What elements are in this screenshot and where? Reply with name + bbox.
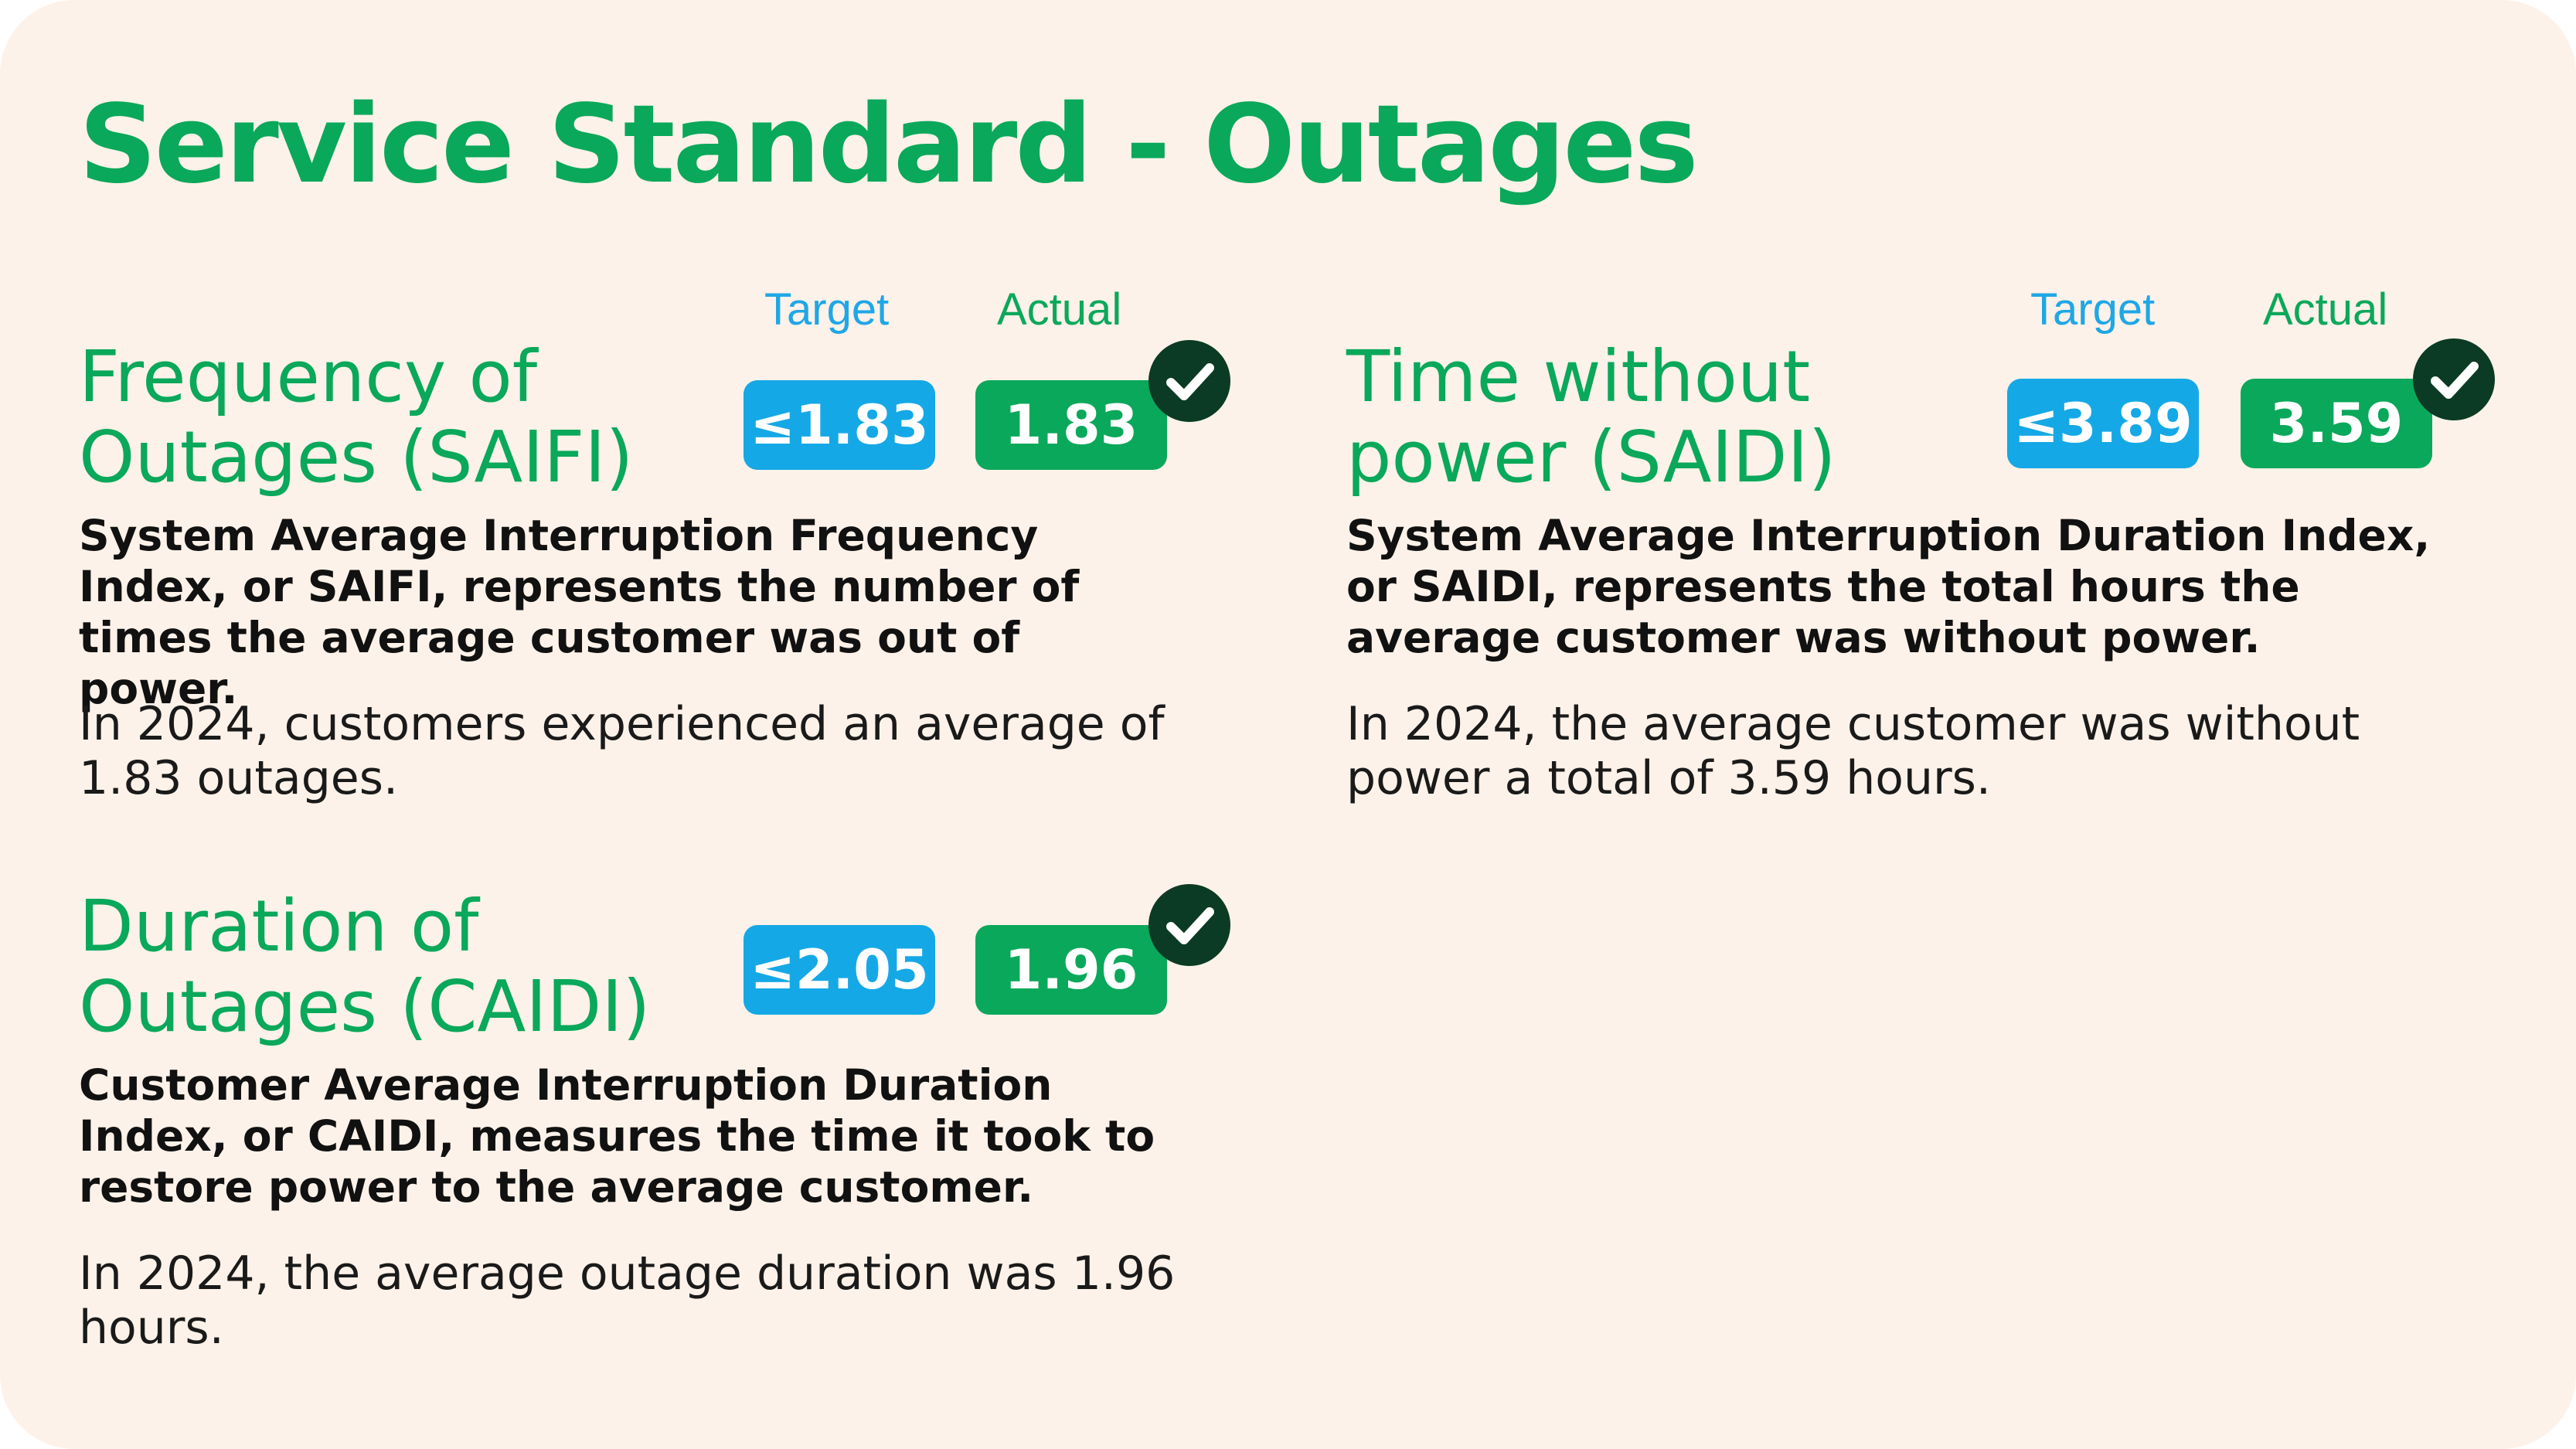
metric-title: Time without power (SAIDI)	[1346, 335, 1836, 498]
actual-value-badge: 3.59	[2241, 379, 2432, 468]
target-column-label: Target	[764, 284, 890, 335]
actual-column-label: Actual	[997, 284, 1122, 335]
check-icon	[2413, 338, 2495, 420]
target-value-badge: ≤1.83	[744, 380, 935, 470]
metric-description: System Average Interruption Frequency In…	[79, 511, 1080, 713]
check-icon	[1148, 884, 1230, 966]
metric-saifi: Target Actual Frequency of Outages (SAIF…	[79, 286, 1254, 827]
metric-caidi: Duration of Outages (CAIDI) ≤2.05 1.96 C…	[79, 835, 1285, 1376]
actual-value-badge: 1.83	[975, 380, 1167, 470]
target-column-label: Target	[2030, 284, 2156, 335]
metric-description: System Average Interruption Duration Ind…	[1346, 511, 2431, 662]
metric-saidi: Target Actual Time without power (SAIDI)…	[1346, 286, 2521, 827]
target-value-badge: ≤2.05	[744, 925, 935, 1015]
metric-title: Duration of Outages (CAIDI)	[79, 885, 651, 1048]
metric-summary: In 2024, customers experienced an averag…	[79, 697, 1165, 805]
actual-value-badge: 1.96	[975, 925, 1167, 1015]
metric-title: Frequency of Outages (SAIFI)	[79, 335, 634, 498]
check-icon	[1148, 340, 1230, 422]
metric-summary: In 2024, the average outage duration was…	[79, 1247, 1176, 1355]
metric-summary: In 2024, the average customer was withou…	[1346, 697, 2360, 805]
target-value-badge: ≤3.89	[2007, 379, 2199, 468]
actual-column-label: Actual	[2263, 284, 2388, 335]
metric-description: Customer Average Interruption Duration I…	[79, 1060, 1155, 1212]
page-title: Service Standard - Outages	[79, 82, 1699, 208]
